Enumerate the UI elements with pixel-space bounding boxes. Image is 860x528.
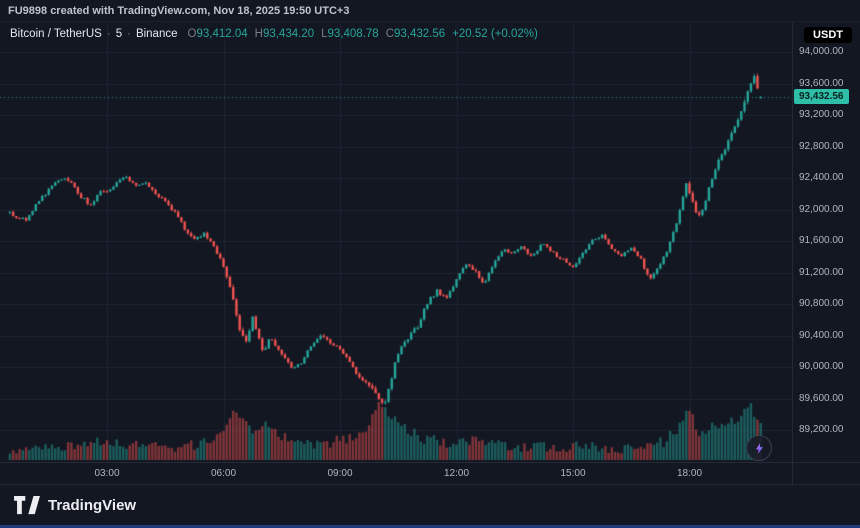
price-axis-label: 89,600.00	[799, 392, 844, 404]
lightning-icon	[755, 442, 763, 454]
price-axis-label: 92,000.00	[799, 203, 844, 215]
tradingview-logo-icon	[14, 495, 40, 514]
time-axis-label: 09:00	[327, 468, 353, 479]
tradingview-logo[interactable]: TradingView	[14, 495, 137, 515]
symbol-bar: Bitcoin / TetherUS · 5 · Binance O93,412…	[10, 28, 538, 40]
bottom-accent-line	[0, 525, 860, 528]
ohlc-high-value: 93,434.20	[262, 28, 315, 40]
price-change: +20.52 (+0.02%)	[452, 28, 538, 40]
attribution-bar: FU9898 created with TradingView.com, Nov…	[0, 0, 860, 22]
currency-badge: USDT	[804, 27, 852, 43]
ohlc-open-label: O	[187, 28, 197, 40]
time-axis-label: 15:00	[560, 468, 586, 479]
price-axis-label: 90,400.00	[799, 329, 844, 341]
axis-separator-line	[792, 22, 793, 484]
price-axis-label: 90,800.00	[799, 298, 844, 309]
time-axis-label: 12:00	[443, 468, 470, 479]
separator-dot: ·	[127, 28, 131, 40]
price-axis-label: 94,000.00	[799, 46, 844, 57]
symbol-title[interactable]: Bitcoin / TetherUS	[10, 28, 102, 40]
time-axis-label: 18:00	[676, 468, 703, 479]
price-axis-label: 93,600.00	[799, 77, 844, 89]
time-axis-label: 03:00	[94, 468, 120, 479]
candlestick-chart[interactable]	[0, 22, 792, 462]
ohlc-close-value: 93,432.56	[394, 28, 446, 40]
price-axis-label: 92,800.00	[799, 140, 844, 152]
ohlc-low-label: L	[321, 28, 328, 40]
price-axis-label: 91,200.00	[799, 266, 844, 278]
footer-bar: TradingView	[0, 484, 860, 525]
attribution-text: FU9898 created with TradingView.com, Nov…	[8, 4, 350, 17]
tradingview-logo-text: TradingView	[48, 496, 137, 514]
price-axis-label: 93,200.00	[799, 109, 844, 120]
price-axis-label: 90,000.00	[799, 361, 844, 372]
ohlc-high-label: H	[254, 28, 263, 40]
symbol-interval[interactable]: 5	[115, 28, 123, 40]
price-axis-label: 92,400.00	[799, 172, 844, 183]
chart-region: Bitcoin / TetherUS · 5 · Binance O93,412…	[0, 22, 860, 484]
last-price-badge: 93,432.56	[794, 88, 849, 104]
lightning-button[interactable]	[746, 435, 772, 461]
ohlc-low-value: 93,408.78	[327, 28, 379, 40]
price-axis-label: 91,600.00	[799, 235, 844, 246]
symbol-exchange: Binance	[135, 28, 178, 40]
price-axis-label: 89,200.00	[799, 424, 844, 435]
time-axis-label: 06:00	[210, 468, 237, 479]
ohlc-open-value: 93,412.04	[196, 28, 248, 40]
separator-dot: ·	[106, 28, 111, 40]
ohlc-readout: O93,412.04 H93,434.20 L93,408.78 C93,432…	[188, 28, 453, 40]
time-axis[interactable]: 03:00 06:00 09:00 12:00 15:00 18:00	[0, 462, 860, 485]
ohlc-close-label: C	[385, 28, 394, 40]
price-axis[interactable]: 93,432.56 94,000.00 93,600.00 93,200.00 92,…	[793, 22, 860, 462]
